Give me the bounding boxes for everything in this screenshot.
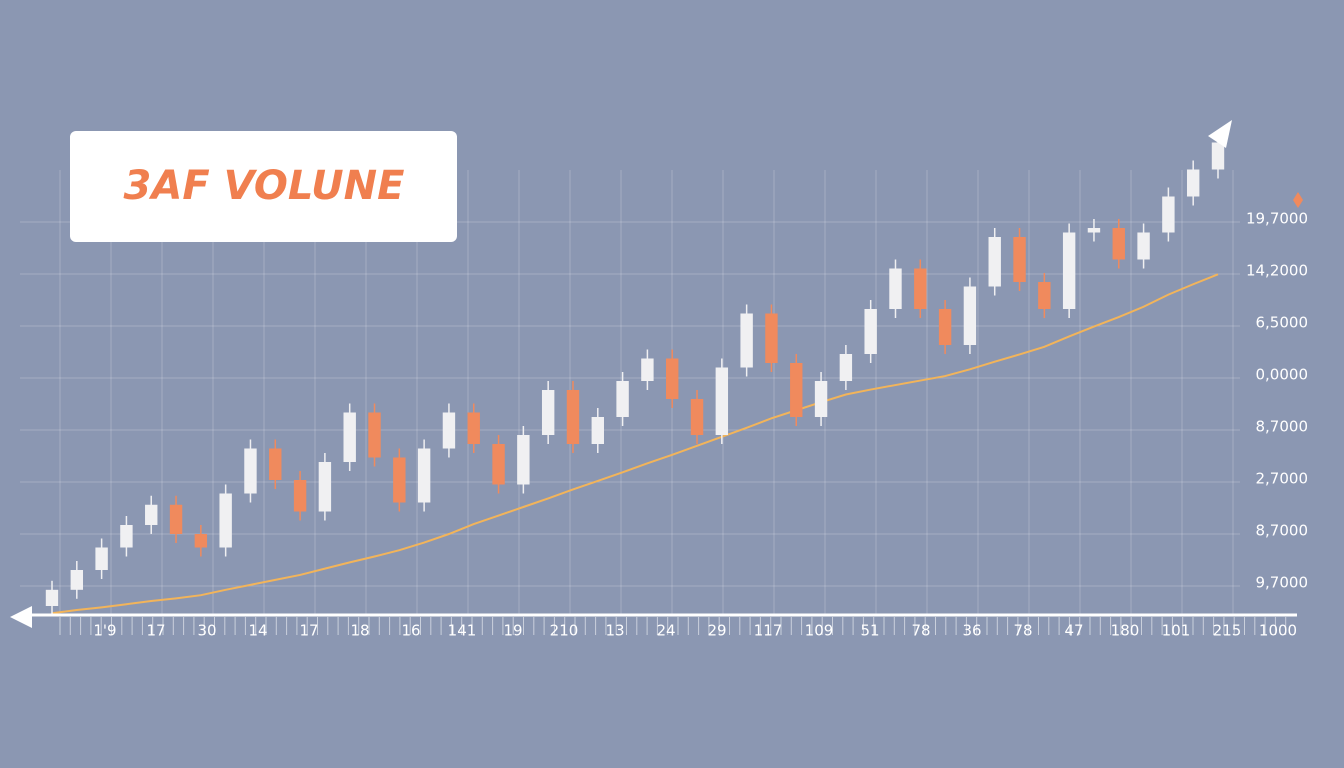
candle-body [417,448,431,503]
candle-body [864,309,877,354]
x-axis-label: 180 [1111,622,1140,640]
candle-body [368,412,381,458]
x-axis-label: 78 [911,622,930,640]
axis-arrow-left [10,606,32,628]
marker-diamond [1293,192,1303,208]
candle-body [666,358,679,399]
y-axis-label: 0,0000 [1256,366,1309,384]
candle-body [1038,282,1051,309]
candle-body [889,268,902,309]
candle-body [318,462,332,512]
candle-body [244,448,257,494]
plot-area [45,133,1225,615]
candle-body [1211,142,1225,170]
candle-body [492,444,505,485]
candle-body [616,381,629,417]
x-axis-label: 78 [1013,622,1032,640]
candle-body [120,525,133,548]
candle-body [293,480,307,512]
x-axis-label: 1'9 [93,622,116,640]
candle-body [1186,169,1200,197]
x-axis-label: 18 [350,622,369,640]
candle-body [740,313,753,368]
candle-body [963,286,977,345]
x-axis-label: 14 [248,622,267,640]
candle-body [541,390,555,435]
x-axis-label: 117 [754,622,783,640]
candle-body [641,358,654,381]
candle-body [790,363,803,417]
x-axis-label: 13 [605,622,624,640]
chart-title: 3AF VOLUNE [124,163,405,209]
title-box [70,131,457,242]
candle-body [1112,228,1125,260]
candle-body [839,354,853,381]
candle-body [566,390,580,444]
candle-body [1087,228,1101,233]
y-axis-label: 14,2000 [1246,262,1308,280]
x-axis-label: 210 [550,622,579,640]
x-axis-label: 17 [146,622,165,640]
candle-body [269,448,282,480]
candle-body [70,570,84,590]
candle-body [988,237,1001,287]
candle-body [1013,237,1026,282]
candle-body [517,435,530,485]
x-axis-label: 29 [707,622,726,640]
y-axis-label: 2,7000 [1256,470,1309,488]
y-axis-label: 8,7000 [1256,522,1309,540]
candle-body [715,367,729,435]
x-axis-label: 30 [197,622,216,640]
moving-average-line [51,273,1219,615]
x-axis-label: 16 [401,622,420,640]
trend-arrow [1208,120,1232,148]
candle-body [194,534,208,548]
candle-body [145,504,158,525]
x-axis-label: 36 [962,622,981,640]
x-axis-label: 51 [860,622,879,640]
candle-body [765,313,778,363]
x-axis-label: 47 [1064,622,1083,640]
candle-body [95,547,108,570]
candle-body [343,412,356,462]
candle-body [442,412,456,449]
candle-body [169,504,183,534]
x-axis-label: 24 [656,622,675,640]
candle-body [814,381,828,417]
candle-body [1162,196,1175,233]
x-axis-label: 215 [1213,622,1242,640]
grid [20,170,1287,635]
candle-body [938,309,952,345]
candle-body [591,417,604,444]
candle-body [393,457,406,503]
y-axis-label: 9,7000 [1256,574,1309,592]
candle-body [1062,232,1076,309]
candle-body [219,493,232,548]
y-axis-label: 19,7000 [1246,210,1308,228]
x-axis-label: 19 [503,622,522,640]
candle-body [914,268,927,309]
candle-body [690,399,704,435]
x-axis-label: 109 [805,622,834,640]
candle-body [45,589,59,606]
x-axis-label: 1000 [1259,622,1297,640]
x-axis-label: 141 [448,622,477,640]
x-axis-label: 17 [299,622,318,640]
y-axis-label: 6,5000 [1256,314,1309,332]
candle-body [467,412,480,444]
y-axis-label: 8,7000 [1256,418,1309,436]
x-axis-label: 101 [1162,622,1191,640]
candle-body [1137,232,1150,260]
